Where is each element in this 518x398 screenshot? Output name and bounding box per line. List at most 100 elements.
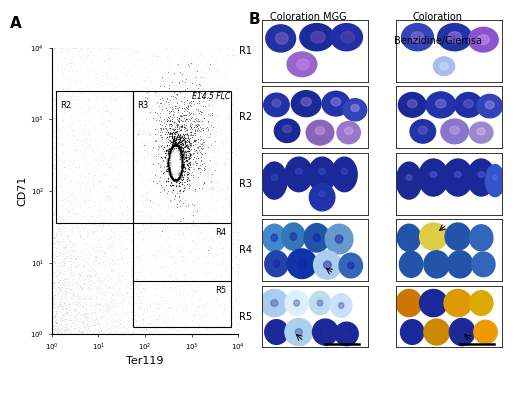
Point [55,301,64,307]
Point [94,178,103,184]
Point [91,271,99,277]
Point [61,201,69,208]
Point [168,139,176,145]
Point [188,214,196,220]
Point [51,273,60,280]
Point [139,221,147,227]
Point [130,294,138,300]
Point [107,285,115,292]
Point [180,125,189,132]
Point [65,300,73,307]
Point [49,269,57,276]
Point [137,92,146,99]
Point [189,203,197,209]
Point [67,278,75,285]
Point [117,95,125,101]
Point [178,162,186,168]
Point [130,295,138,301]
Point [199,94,208,101]
Point [169,163,178,170]
Point [166,166,175,172]
Point [122,230,130,236]
Point [50,283,58,290]
Point [86,131,94,137]
Point [184,160,192,167]
Point [167,184,175,190]
Point [80,126,89,132]
Point [53,326,61,333]
Point [210,129,218,136]
Point [173,123,181,129]
Point [198,127,207,133]
Point [177,150,185,156]
Point [56,225,64,231]
Point [174,165,182,171]
Point [66,289,75,296]
Point [65,250,73,256]
Point [171,168,179,174]
Point [126,182,134,188]
Point [169,160,178,167]
Point [222,145,231,152]
Point [217,271,225,278]
Point [170,135,179,141]
Point [90,311,98,318]
Point [176,203,184,209]
Point [220,284,228,291]
Point [91,305,99,312]
Point [206,130,214,137]
Point [168,255,177,261]
Point [194,121,202,128]
Point [72,272,80,279]
Point [192,154,200,161]
Point [151,226,159,232]
Point [163,209,171,215]
Point [146,160,154,166]
Point [60,288,68,294]
Point [84,86,92,93]
Point [170,151,178,158]
Point [79,255,88,261]
Point [60,164,68,170]
Point [51,208,59,215]
Point [176,124,184,130]
Point [152,306,160,312]
Point [66,92,74,99]
Point [50,239,59,245]
Point [77,55,85,62]
Point [170,123,179,129]
Point [189,69,197,75]
Point [185,129,194,136]
Point [180,271,189,277]
Point [178,283,186,289]
Point [52,253,60,259]
Point [92,294,100,300]
Point [194,164,202,171]
Point [104,197,112,203]
Point [62,234,70,240]
Point [89,242,97,249]
Point [227,324,235,331]
Point [55,252,63,258]
Point [224,203,232,210]
Point [212,203,220,209]
Point [135,258,143,264]
Point [162,199,170,206]
Point [194,148,203,154]
Point [172,158,180,164]
Point [164,323,172,329]
Point [219,98,227,104]
Point [90,74,98,80]
Point [105,55,113,61]
Point [218,97,226,103]
Point [82,232,91,238]
Point [209,295,217,301]
Ellipse shape [400,320,424,344]
Point [189,172,197,178]
Point [178,159,186,165]
Point [163,219,171,225]
Point [51,313,60,319]
Point [180,155,189,162]
Point [172,161,180,167]
Point [64,263,72,270]
